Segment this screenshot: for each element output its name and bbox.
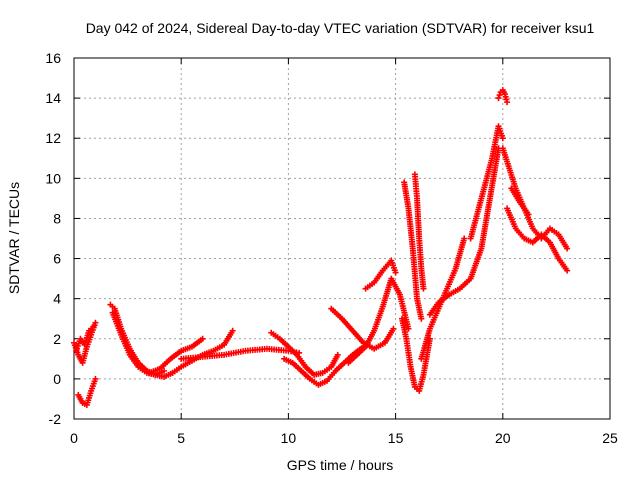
axis-ticks: 0 5 10 15 20 25 -2 0 2 4 6 8 10 12 14 16 [45, 50, 618, 446]
y-tick-label: 12 [45, 130, 61, 146]
data-point [390, 325, 397, 332]
y-tick-label: -2 [49, 411, 62, 427]
data-point [418, 315, 425, 322]
y-tick-label: 0 [53, 371, 61, 387]
series-arc-19 [467, 123, 506, 242]
data-point-fill [496, 92, 503, 99]
data-point [420, 285, 427, 292]
data-marks [71, 87, 571, 408]
x-axis-label: GPS time / hours [287, 457, 394, 473]
series-arc-14 [399, 315, 433, 394]
series-arc-3 [75, 375, 99, 408]
series-arc-20 [495, 87, 511, 106]
y-tick-label: 8 [53, 210, 61, 226]
series-arc-11 [328, 305, 397, 352]
data-point [161, 367, 168, 374]
data-point [92, 319, 99, 326]
x-tick-label: 5 [177, 430, 185, 446]
data-point [461, 235, 468, 242]
series-arc-21 [499, 145, 571, 252]
data-point [334, 351, 341, 358]
data-point [90, 323, 97, 330]
data-point [564, 267, 571, 274]
y-tick-label: 10 [45, 170, 61, 186]
plot-frame [73, 57, 611, 420]
data-point [499, 135, 506, 142]
series-arc-22 [504, 205, 571, 274]
x-tick-label: 25 [602, 430, 618, 446]
x-tick-label: 15 [388, 430, 404, 446]
series-arc-10 [281, 343, 367, 388]
series-arc-23 [508, 185, 532, 218]
chart-title: Day 042 of 2024, Sidereal Day-to-day VTE… [86, 20, 595, 36]
data-point [199, 335, 206, 342]
data-point [504, 99, 511, 106]
y-tick-label: 16 [45, 50, 61, 66]
grid [74, 58, 610, 419]
y-tick-label: 2 [53, 331, 61, 347]
series-arc-9 [268, 329, 341, 378]
x-tick-label: 20 [495, 430, 511, 446]
x-tick-label: 0 [70, 430, 78, 446]
data-point [525, 211, 532, 218]
y-tick-label: 4 [53, 291, 61, 307]
series-arc-15 [401, 179, 425, 322]
data-point [229, 327, 236, 334]
series-arc-2 [73, 323, 97, 354]
x-tick-label: 10 [281, 430, 297, 446]
series-arc-16 [411, 171, 427, 292]
data-point [405, 325, 412, 332]
series-arc-13 [362, 257, 399, 292]
y-tick-label: 6 [53, 251, 61, 267]
y-axis-label: SDTVAR / TECUs [6, 182, 22, 294]
data-point [392, 269, 399, 276]
series-arc-6 [146, 335, 206, 376]
y-tick-label: 14 [45, 90, 61, 106]
data-point [495, 95, 502, 102]
data-point [564, 245, 571, 252]
series-arc-12 [345, 275, 412, 366]
series-arc-18 [426, 145, 502, 318]
data-point [92, 375, 99, 382]
